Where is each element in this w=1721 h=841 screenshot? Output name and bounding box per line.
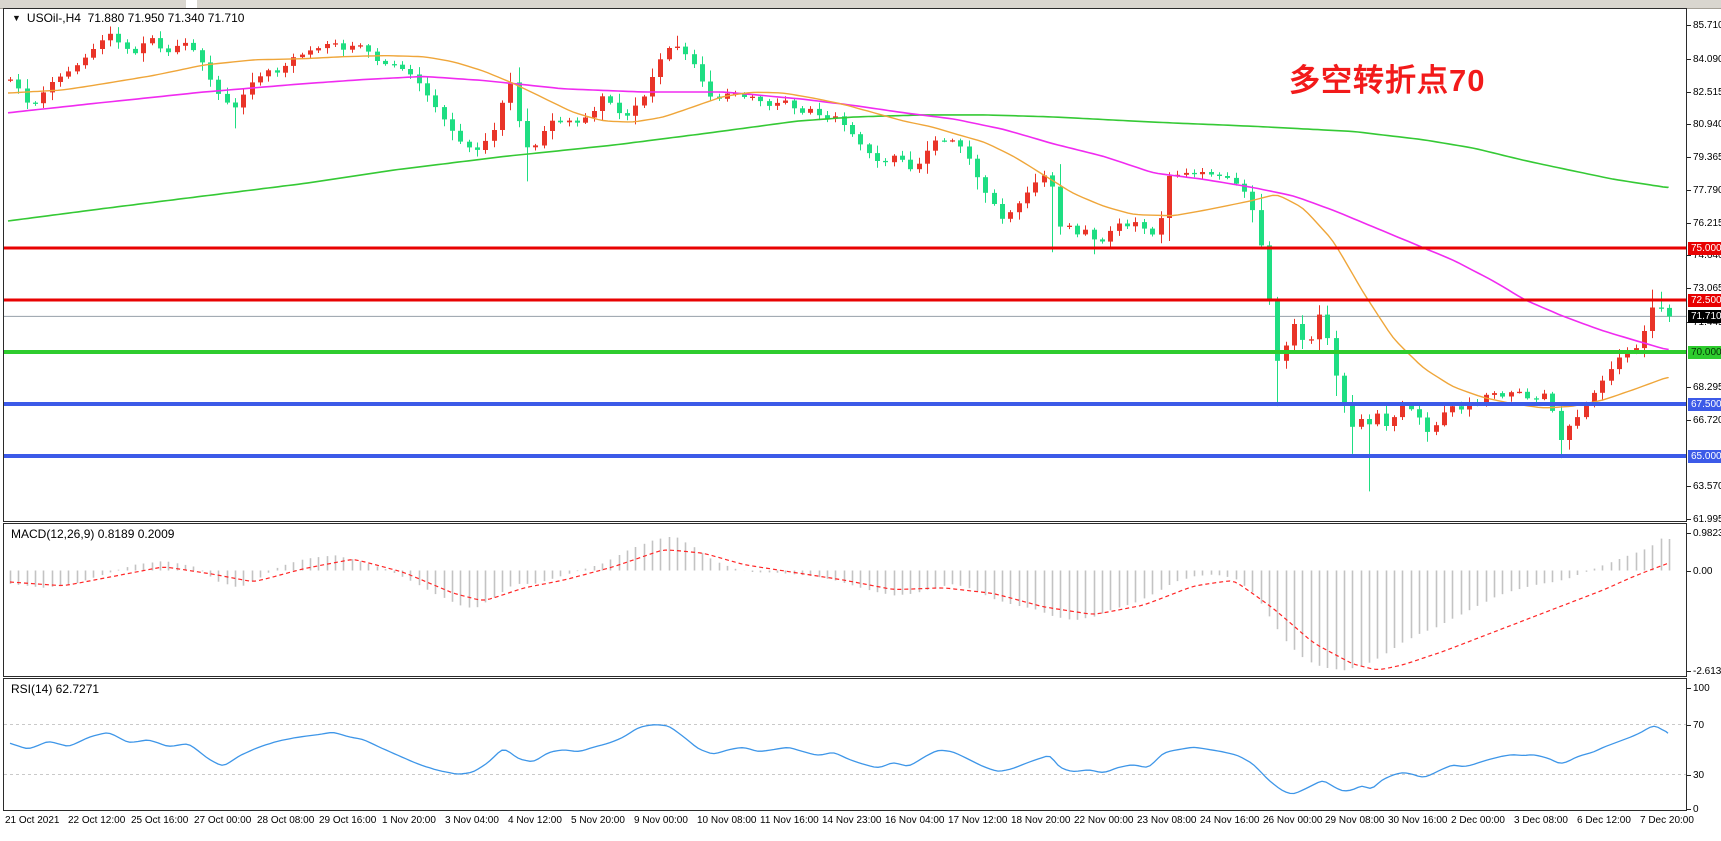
time-tick-label: 29 Nov 08:00 — [1325, 815, 1385, 826]
time-tick-label: 9 Nov 00:00 — [634, 815, 688, 826]
macd-label: MACD(12,26,9) 0.8189 0.2009 — [11, 527, 175, 541]
time-tick-label: 14 Nov 23:00 — [822, 815, 882, 826]
time-tick-label: 21 Oct 2021 — [5, 815, 60, 826]
ma-short-orange — [7, 55, 1669, 409]
level-price-label: 75.000 — [1688, 242, 1721, 255]
rsi-line — [9, 724, 1669, 795]
macd-canvas[interactable] — [4, 524, 1686, 676]
level-price-label: 67.500 — [1688, 398, 1721, 411]
time-tick-label: 23 Nov 08:00 — [1137, 815, 1197, 826]
price-tick-label: 61.995 — [1687, 513, 1721, 526]
rsi-indicator-panel[interactable] — [3, 678, 1687, 811]
price-chart-canvas[interactable] — [4, 9, 1686, 521]
level-price-label: 72.500 — [1688, 294, 1721, 307]
time-tick-label: 26 Nov 00:00 — [1263, 815, 1323, 826]
ohlc-values: 71.880 71.950 71.340 71.710 — [87, 11, 245, 25]
time-tick-label: 17 Nov 12:00 — [948, 815, 1008, 826]
symbol-period-label: USOil-,H4 — [26, 11, 81, 25]
time-tick-label: 6 Dec 12:00 — [1577, 815, 1631, 826]
price-tick-label: 80.940 — [1687, 118, 1721, 131]
bid-price-label: 71.710 — [1688, 310, 1721, 323]
rsi-tick-label: 100 — [1687, 682, 1721, 695]
price-scale[interactable]: 85.710 84.090 82.515 80.940 79.365 77.790 76.2… — [1687, 0, 1721, 841]
rsi-tick-label: 0 — [1687, 803, 1721, 816]
price-tick-label: 68.295 — [1687, 381, 1721, 394]
price-tick-label: 84.090 — [1687, 53, 1721, 66]
time-tick-label: 27 Oct 00:00 — [194, 815, 252, 826]
price-tick-label: 73.065 — [1687, 282, 1721, 295]
time-tick-label: 4 Nov 12:00 — [508, 815, 562, 826]
price-tick-label: 79.365 — [1687, 151, 1721, 164]
price-tick-label: 85.710 — [1687, 19, 1721, 32]
price-tick-label: 77.790 — [1687, 184, 1721, 197]
time-tick-label: 22 Nov 00:00 — [1074, 815, 1134, 826]
price-tick-label: 66.720 — [1687, 414, 1721, 427]
level-price-label: 70.000 — [1688, 346, 1721, 359]
time-tick-label: 11 Nov 16:00 — [760, 815, 819, 826]
price-tick-label: 74.640 — [1687, 249, 1721, 262]
macd-tick-label: 0.9823 — [1687, 527, 1721, 540]
price-chart-panel[interactable] — [3, 8, 1687, 522]
time-tick-label: 24 Nov 16:00 — [1200, 815, 1260, 826]
time-tick-label: 2 Dec 00:00 — [1451, 815, 1505, 826]
chart-title: ▼ USOil-,H4 71.880 71.950 71.340 71.710 — [12, 11, 244, 25]
macd-tick-label: 0.00 — [1687, 565, 1721, 578]
time-tick-label: 28 Oct 08:00 — [257, 815, 315, 826]
macd-tick-label: -2.6134 — [1687, 665, 1721, 678]
rsi-tick-label: 70 — [1687, 719, 1721, 732]
price-tick-label: 76.215 — [1687, 217, 1721, 230]
price-tick-label: 63.570 — [1687, 480, 1721, 493]
time-tick-label: 22 Oct 12:00 — [68, 815, 126, 826]
rsi-label: RSI(14) 62.7271 — [11, 682, 100, 696]
ma-long-green — [7, 114, 1669, 222]
rsi-canvas[interactable] — [4, 679, 1686, 810]
time-tick-label: 30 Nov 16:00 — [1388, 815, 1448, 826]
time-tick-label: 16 Nov 04:00 — [885, 815, 945, 826]
time-tick-label: 7 Dec 20:00 — [1640, 815, 1694, 826]
level-price-label: 65.000 — [1688, 450, 1721, 463]
time-tick-label: 18 Nov 20:00 — [1011, 815, 1071, 826]
macd-indicator-panel[interactable] — [3, 523, 1687, 677]
symbol-dropdown-icon[interactable]: ▼ — [12, 13, 21, 23]
scroll-strip-notch — [186, 0, 197, 8]
time-tick-label: 1 Nov 20:00 — [382, 815, 436, 826]
time-tick-label: 3 Dec 08:00 — [1514, 815, 1568, 826]
annotation-text[interactable]: 多空转折点70 — [1289, 63, 1486, 98]
time-tick-label: 5 Nov 20:00 — [571, 815, 625, 826]
price-tick-label: 82.515 — [1687, 86, 1721, 99]
rsi-tick-label: 30 — [1687, 769, 1721, 782]
macd-signal-line — [9, 549, 1670, 671]
time-scale[interactable]: 21 Oct 2021 22 Oct 12:00 25 Oct 16:00 27 Oc… — [3, 813, 1703, 837]
time-tick-label: 25 Oct 16:00 — [131, 815, 189, 826]
time-tick-label: 10 Nov 08:00 — [697, 815, 757, 826]
time-tick-label: 29 Oct 16:00 — [319, 815, 377, 826]
time-tick-label: 3 Nov 04:00 — [445, 815, 499, 826]
